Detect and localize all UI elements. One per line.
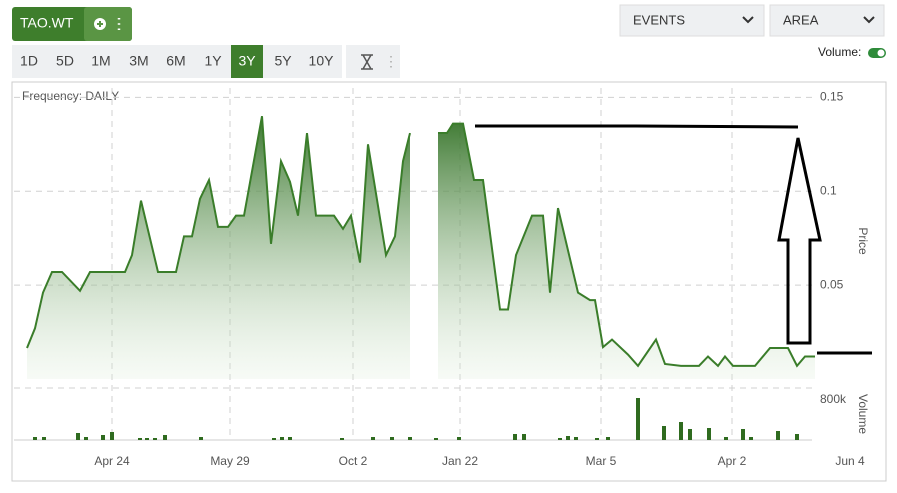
range-button[interactable]: 5Y (274, 53, 292, 69)
range-button[interactable]: 1Y (204, 53, 222, 69)
ticker-button[interactable]: TAO.WT (12, 7, 132, 41)
volume-bar (434, 438, 438, 440)
range-label: 3Y (238, 53, 256, 69)
volume-bar (408, 437, 412, 440)
range-label: 5Y (274, 53, 292, 69)
x-tick-label: Jun 4 (835, 454, 865, 468)
hourglass-button[interactable] (346, 45, 400, 78)
ticker: TAO.WT (20, 15, 74, 31)
volume-bar (707, 428, 711, 440)
volume-bar (199, 437, 203, 440)
volume-bar (795, 434, 799, 440)
range-label: 1Y (204, 53, 222, 69)
volume-bar (688, 429, 692, 440)
x-tick-label: Jan 22 (442, 454, 478, 468)
style-label: AREA (783, 12, 819, 27)
volume-bar (110, 432, 114, 440)
volume-bar (280, 437, 284, 440)
annotation (475, 124, 872, 355)
style-menu[interactable]: AREA (769, 4, 885, 37)
range-active-bg (231, 45, 263, 78)
volume-bar (457, 437, 461, 440)
events-label: EVENTS (633, 12, 685, 27)
volume-toggle[interactable] (868, 48, 886, 58)
x-tick-label: May 29 (210, 454, 250, 468)
range-button[interactable]: 3Y (231, 45, 263, 78)
volume-bar (513, 434, 517, 440)
volume-bar (288, 437, 292, 440)
y-tick-label: 0.05 (820, 277, 844, 291)
volume-toggle-label: Volume: (818, 45, 861, 59)
volume-bar (566, 436, 570, 440)
volume-bar (340, 438, 344, 440)
volume-bar (606, 437, 610, 440)
volume-bar (574, 437, 578, 440)
x-tick-label: Mar 5 (586, 454, 617, 468)
range-button[interactable]: 3M (129, 53, 148, 69)
volume-bar (390, 437, 394, 440)
volume-bar (679, 422, 683, 440)
volume-bar (33, 437, 37, 440)
volume-bar (749, 437, 753, 440)
area-fill (27, 116, 815, 380)
price-line (26, 115, 815, 368)
range-button[interactable]: 1M (91, 53, 110, 69)
events-menu[interactable]: EVENTS (619, 4, 765, 37)
volume-bar (76, 433, 80, 440)
volume-bar (595, 438, 599, 440)
volume-bar (662, 426, 666, 440)
range-label: 6M (166, 53, 185, 69)
volume-bar (42, 437, 46, 440)
volume-bar (101, 435, 105, 440)
volume-bar (522, 434, 526, 440)
volume-bar (153, 438, 157, 440)
range-label: 5D (56, 53, 74, 69)
range-button[interactable]: 1D (20, 53, 38, 69)
volume-bar (163, 435, 167, 440)
range-button[interactable]: 6M (166, 53, 185, 69)
x-tick-label: Apr 2 (718, 454, 747, 468)
frequency-label: Frequency: DAILY (22, 89, 119, 103)
range-bar (12, 45, 342, 78)
volume-bar (724, 437, 728, 440)
range-button[interactable]: 5D (56, 53, 74, 69)
range-label: 10Y (309, 53, 335, 69)
volume-bar (741, 429, 745, 440)
volume-bar (371, 437, 375, 440)
volume-bar (776, 431, 780, 440)
x-tick-label: Oct 2 (339, 454, 368, 468)
volume-bar (636, 398, 640, 440)
range-label: 3M (129, 53, 148, 69)
volume-tick-label: 800k (820, 392, 847, 406)
range-button[interactable]: 10Y (309, 53, 335, 69)
y-tick-label: 0.1 (820, 183, 837, 197)
price-axis-title: Price (856, 227, 870, 255)
x-tick-label: Apr 24 (94, 454, 130, 468)
volume-bar (145, 438, 149, 440)
range-label: 1M (91, 53, 110, 69)
range-label: 1D (20, 53, 38, 69)
volume-bar (138, 438, 142, 440)
volume-bar (272, 438, 276, 440)
volume-bar (558, 438, 562, 440)
volume-bar (84, 437, 88, 440)
y-tick-label: 0.15 (820, 90, 844, 104)
volume-axis-title: Volume (856, 394, 870, 434)
